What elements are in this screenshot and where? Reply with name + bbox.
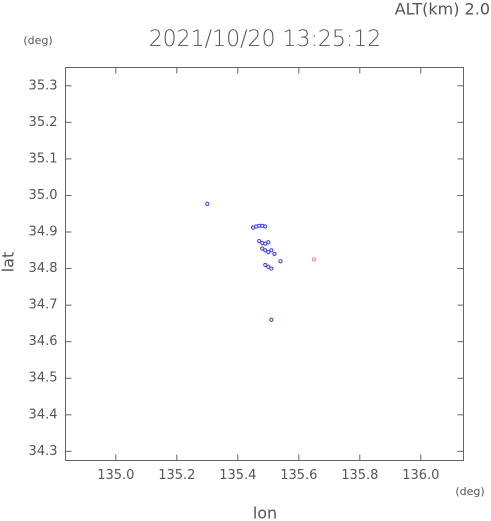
x-tick-label: 135.2 — [158, 468, 195, 483]
x-tick-label: 135.4 — [219, 468, 256, 483]
x-tick-label: 136.0 — [402, 468, 439, 483]
x-unit: (deg) — [455, 485, 484, 498]
data-point — [263, 224, 268, 229]
plot-frame — [65, 67, 464, 461]
y-tick-label: 34.3 — [29, 444, 58, 459]
data-point — [263, 248, 268, 253]
data-point — [266, 264, 271, 269]
y-tick-label: 34.6 — [29, 334, 58, 349]
y-tick-label: 34.8 — [29, 261, 58, 276]
y-tick-label: 34.5 — [29, 371, 58, 386]
data-point — [278, 259, 283, 264]
x-tick-label: 135.6 — [280, 468, 317, 483]
y-tick-label: 35.1 — [29, 151, 58, 166]
y-axis-label: lat — [0, 252, 18, 273]
altitude-annotation: ALT(km) 2.0 — [395, 0, 490, 19]
y-tick-label: 34.7 — [29, 298, 58, 313]
y-tick-label: 34.4 — [29, 407, 58, 422]
data-point — [311, 257, 317, 262]
chart-title: 2021/10/20 13:25:12 — [149, 27, 382, 52]
data-point — [269, 266, 274, 271]
data-point — [263, 262, 268, 268]
y-unit: (deg) — [23, 34, 52, 47]
data-point — [272, 251, 277, 257]
x-axis-label: lon — [253, 504, 277, 521]
data-point — [205, 201, 210, 206]
data-point — [257, 239, 262, 244]
data-point — [266, 250, 271, 255]
data-point — [260, 246, 265, 251]
data-point — [266, 240, 271, 245]
data-point — [269, 248, 274, 253]
x-tick-label: 135.0 — [97, 468, 134, 483]
data-point — [269, 317, 274, 322]
y-tick-label: 35.3 — [29, 78, 58, 93]
y-tick-label: 34.9 — [29, 225, 58, 240]
y-tick-label: 35.0 — [29, 188, 58, 203]
x-tick-label: 135.8 — [341, 468, 378, 483]
y-tick-label: 35.2 — [29, 115, 58, 130]
